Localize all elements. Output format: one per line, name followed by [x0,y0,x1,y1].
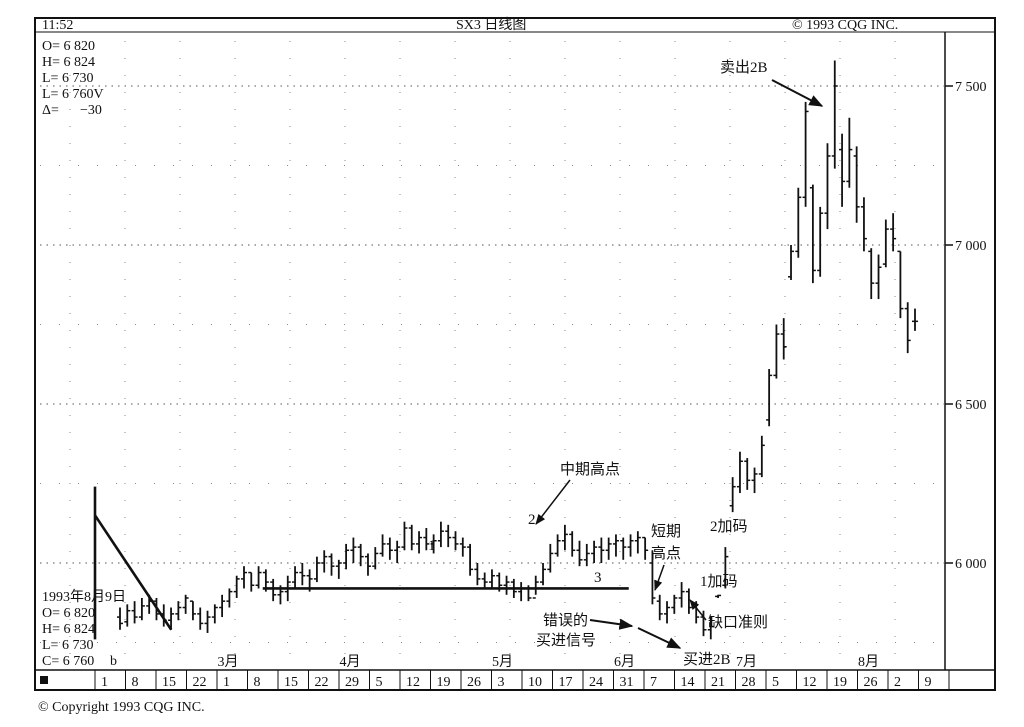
bottom-flag: b [110,654,117,669]
day-tick-label: 19 [437,675,451,690]
arrow-gap-rule [689,599,707,621]
time-text: 11:52 [42,18,73,33]
month-tick-label: 5月 [492,654,513,670]
day-tick-label: 5 [772,675,779,690]
price-tick-label: 6 500 [955,398,987,413]
arrow-wrong-signal [589,618,634,630]
day-tick-label: 17 [559,675,573,690]
day-tick-label: 22 [315,675,329,690]
day-tick-label: 28 [742,675,756,690]
record-marker [40,676,48,684]
arrow-buy-2b [637,627,682,649]
top-last: L= 6 760V [42,87,104,102]
price-tick-label: 6 000 [955,557,987,572]
day-tick-label: 8 [132,675,139,690]
day-tick-label: 29 [345,675,359,690]
annotation-wrong-1: 错误的 [543,612,588,629]
day-tick-label: 2 [894,675,901,690]
day-tick-label: 14 [681,675,695,690]
ohlc-bars [117,60,918,640]
annotation-add-1: 1加码 [700,573,738,590]
day-tick-label: 5 [376,675,383,690]
month-tick-label: 8月 [858,654,879,670]
month-tick-label: 4月 [340,654,361,670]
day-tick-label: 9 [925,675,932,690]
top-delta-value: −30 [80,103,102,118]
top-quote-block: O= 6 820 H= 6 824 L= 6 730 L= 6 760V Δ= … [42,39,104,118]
day-tick-label: 10 [528,675,542,690]
grid-layer [40,41,945,660]
top-open: O= 6 820 [42,39,95,54]
day-tick-label: 12 [803,675,817,690]
price-axis-ticks: 6 000 6 500 7 000 7 500 [945,80,987,572]
day-tick-label: 24 [589,675,603,690]
month-tick-label: 6月 [614,654,635,670]
chart-title: SX3 日线图 [456,17,526,33]
price-tick-label: 7 500 [955,80,987,95]
annotation-wrong-2: 买进信号 [536,632,596,649]
day-tick-label: 26 [864,675,878,690]
day-tick-label: 12 [406,675,420,690]
day-tick-label: 31 [620,675,634,690]
top-low: L= 6 730 [42,71,93,86]
day-tick-label: 19 [833,675,847,690]
label-1: 1 [428,538,436,554]
trend-line [93,514,173,631]
day-tick-label: 8 [254,675,261,690]
day-tick-label: 21 [711,675,725,690]
trend-lines [93,486,629,640]
price-tick-label: 7 000 [955,239,987,254]
day-tick-label: 26 [467,675,481,690]
day-tick-label: 7 [650,675,657,690]
annotations: 卖出2B 中期高点 短期 高点 2加码 1加码 缺口准则 错误的 买进信号 买进… [428,59,824,668]
day-tick-label: 1 [223,675,230,690]
label-3: 3 [594,570,602,586]
bottom-date: 1993年8月9日 [42,589,126,605]
bottom-high: H= 6 824 [42,622,95,637]
day-tick-label: 22 [193,675,207,690]
annotation-short-high-2: 高点 [651,545,681,562]
footer-copyright: © Copyright 1993 CQG INC. [38,700,205,715]
bottom-quote-block: 1993年8月9日 O= 6 820 H= 6 824 L= 6 730 C= … [42,589,126,669]
top-delta-label: Δ= [42,103,59,118]
month-tick-label: 3月 [218,654,239,670]
header-copyright: © 1993 CQG INC. [792,18,898,33]
top-high: H= 6 824 [42,55,95,70]
annotation-sell-2b: 卖出2B [720,59,768,76]
bottom-close: C= 6 760 [42,654,94,669]
arrow-sell-2b [771,79,824,107]
day-tick-label: 15 [162,675,176,690]
arrow-mid-high [535,479,571,525]
arrow-short-high [654,564,665,591]
bottom-low: L= 6 730 [42,638,93,653]
label-2: 2 [528,512,536,528]
annotation-buy-2b: 买进2B [683,651,731,668]
annotation-add-2: 2加码 [710,518,748,535]
day-tick-label: 15 [284,675,298,690]
annotation-mid-high: 中期高点 [560,461,620,478]
day-tick-label: 3 [498,675,505,690]
time-axis-ticks: 1 8 15 22 1 8 15 22 29 5 12 19 26 3 10 17 24 31 7 14 21 28 5 12… [94,654,950,690]
annotation-short-high-1: 短期 [651,523,681,540]
month-tick-label: 7月 [736,654,757,670]
day-tick-label: 1 [101,675,108,690]
annotation-gap-rule: 缺口准则 [708,614,768,631]
sx3-daily-chart: 11:52 SX3 日线图 © 1993 CQG INC. O= 6 820 H… [34,17,996,691]
bottom-open: O= 6 820 [42,606,95,621]
